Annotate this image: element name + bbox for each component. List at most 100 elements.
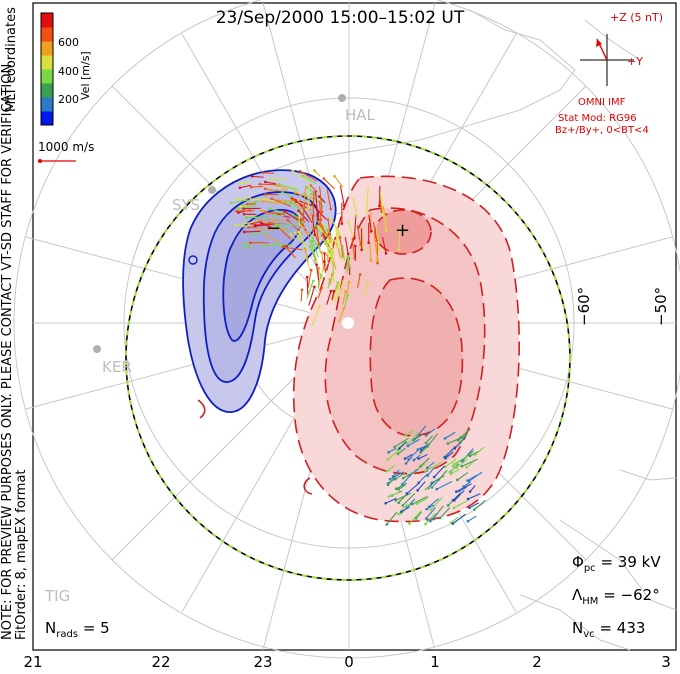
velocity-vector — [428, 480, 435, 489]
velocity-vector — [313, 230, 327, 244]
velocity-vector-origin — [322, 260, 326, 263]
velocity-vector — [323, 261, 327, 273]
velocity-vector — [439, 507, 451, 519]
velocity-vector-origin — [347, 280, 351, 284]
velocity-vector — [317, 287, 323, 298]
velocity-vector — [421, 443, 430, 451]
velocity-vector — [468, 471, 483, 482]
velocity-vector-origin — [360, 248, 363, 252]
velocity-vector — [316, 214, 326, 234]
velocity-vector — [436, 481, 452, 490]
velocity-vector — [473, 499, 486, 511]
velocity-vector — [463, 481, 471, 487]
vector-count: Nvc = 433 — [572, 619, 645, 640]
velocity-vector-origin — [245, 216, 249, 220]
velocity-vector — [415, 511, 422, 519]
nvc-value: = 433 — [599, 619, 646, 637]
velocity-vector — [402, 472, 414, 479]
velocity-vector — [459, 433, 468, 443]
velocity-vector-origin — [337, 283, 341, 287]
velocity-vector-origin — [455, 490, 458, 494]
velocity-vector — [356, 225, 362, 245]
station-tig: TIG — [45, 587, 71, 605]
velocity-vector — [304, 249, 309, 264]
velocity-vector — [312, 190, 315, 216]
velocity-vector — [433, 465, 446, 478]
velocity-vector — [427, 433, 438, 447]
velocity-vector — [404, 453, 413, 460]
velocity-vector-origin — [397, 488, 400, 491]
velocity-vector-origin — [466, 519, 470, 523]
velocity-vector-origin — [384, 252, 388, 255]
velocity-vector — [342, 291, 346, 305]
velocity-vector-origin — [270, 227, 274, 231]
velocity-vector — [456, 483, 472, 493]
velocity-vector — [290, 233, 297, 242]
colorbar-segment — [41, 13, 53, 28]
velocity-vector-origin — [443, 437, 447, 440]
nvc-sub: vc — [583, 629, 595, 640]
velocity-vector-origin — [330, 217, 333, 221]
velocity-vector-origin — [451, 464, 455, 468]
velocity-vector-origin — [341, 280, 345, 283]
velocity-vector — [276, 184, 288, 190]
velocity-vector — [444, 446, 456, 458]
velocity-vector — [450, 516, 459, 523]
velocity-vector-origin — [365, 210, 368, 213]
velocity-vector-origin — [336, 281, 340, 284]
velocity-vector-origin — [353, 256, 356, 260]
velocity-vector-origin — [325, 228, 329, 232]
velocity-vector — [398, 494, 407, 504]
velocity-vector-origin — [397, 501, 401, 505]
velocity-vector-origin — [250, 233, 253, 236]
velocity-vector-origin — [342, 306, 346, 310]
velocity-vector-origin — [411, 502, 414, 506]
velocity-vector-origin — [460, 465, 464, 468]
velocity-vector-origin — [385, 523, 389, 526]
velocity-vector-origin — [289, 200, 293, 204]
velocity-vector-origin — [242, 224, 245, 228]
velocity-vector-origin — [318, 305, 321, 308]
nrads-symbol: N — [45, 619, 57, 637]
velocity-vector-origin — [242, 207, 245, 210]
velocity-vector-origin — [329, 207, 333, 211]
velocity-vector — [296, 220, 306, 230]
velocity-vector-origin — [294, 200, 298, 203]
velocity-vector-origin — [316, 215, 320, 218]
velocity-vector — [469, 485, 476, 492]
velocity-vector — [426, 461, 435, 469]
velocity-vector-origin — [386, 483, 390, 487]
velocity-vector — [309, 184, 318, 193]
velocity-vector-origin — [317, 195, 321, 198]
velocity-vector — [398, 441, 408, 449]
velocity-vector — [317, 274, 322, 289]
velocity-vector — [264, 211, 286, 215]
potential-max-marker: + — [395, 220, 411, 241]
velocity-vector — [425, 428, 436, 436]
velocity-vector — [412, 496, 428, 505]
velocity-vector-origin — [394, 487, 398, 491]
phi-sub: pc — [583, 563, 596, 574]
velocity-vector-origin — [375, 239, 379, 242]
velocity-vector-origin — [460, 459, 464, 463]
potential-min-marker: − — [266, 218, 282, 239]
velocity-vector — [270, 178, 287, 181]
velocity-vector-origin — [468, 506, 471, 510]
velocity-vector-origin — [378, 204, 381, 208]
velocity-vector-origin — [256, 227, 260, 231]
velocity-vector-origin — [235, 197, 238, 200]
velocity-vector-origin — [412, 438, 415, 442]
velocity-vector-origin — [309, 268, 313, 272]
velocity-vector — [271, 198, 292, 207]
velocity-vector-origin — [317, 225, 321, 229]
velocity-vector-origin — [355, 214, 359, 218]
velocity-vector — [460, 428, 471, 439]
velocity-vector-origin — [331, 259, 335, 263]
velocity-vector — [409, 468, 419, 476]
velocity-vector — [277, 199, 292, 202]
hm-boundary-latitude: ΛHM = −62° — [572, 586, 660, 607]
velocity-vector-origin — [243, 246, 247, 249]
velocity-vector-origin — [424, 522, 427, 526]
velocity-vector — [339, 185, 345, 206]
